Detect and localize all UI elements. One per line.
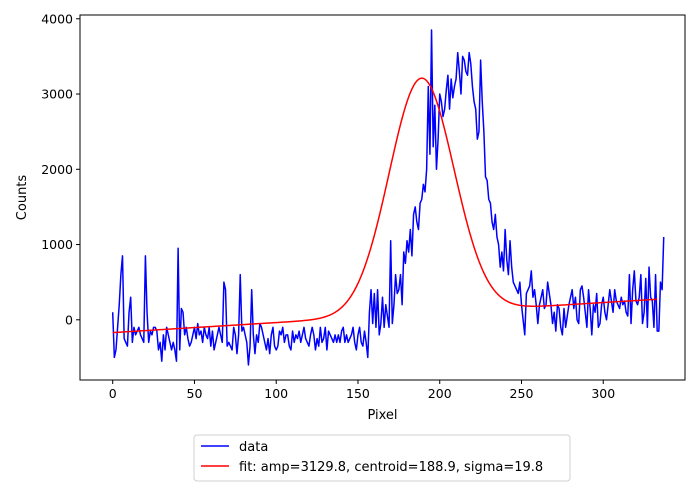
x-tick-label: 150 <box>346 386 370 401</box>
x-tick-label: 0 <box>109 386 117 401</box>
y-tick-label: 4000 <box>41 11 73 26</box>
x-tick-label: 250 <box>510 386 534 401</box>
x-tick-label: 300 <box>591 386 615 401</box>
plot-area <box>111 29 665 366</box>
series-line-fit <box>112 77 658 334</box>
x-tick-label: 100 <box>264 386 288 401</box>
axes: 0 50 100 150 200 250 30001000200030004000Pixel… <box>15 11 686 423</box>
y-axis-label: Counts <box>15 175 30 221</box>
y-tick-label: 2000 <box>41 162 73 177</box>
legend-label-fit: fit: amp=3129.8, centroid=188.9, sigma=1… <box>239 460 543 475</box>
plot-frame <box>79 14 686 381</box>
series-line-data <box>111 29 665 366</box>
x-tick-label: 200 <box>428 386 452 401</box>
legend-box <box>193 434 571 482</box>
y-tick-label: 1000 <box>41 237 73 252</box>
y-tick-label: 3000 <box>41 87 73 102</box>
x-axis-label: Pixel <box>367 408 397 423</box>
y-tick-label: 0 <box>65 312 73 327</box>
legend-label-data: data <box>239 440 268 455</box>
x-tick-label: 50 <box>187 386 203 401</box>
legend: data fit: amp=3129.8, centroid=188.9, sig… <box>193 434 571 482</box>
